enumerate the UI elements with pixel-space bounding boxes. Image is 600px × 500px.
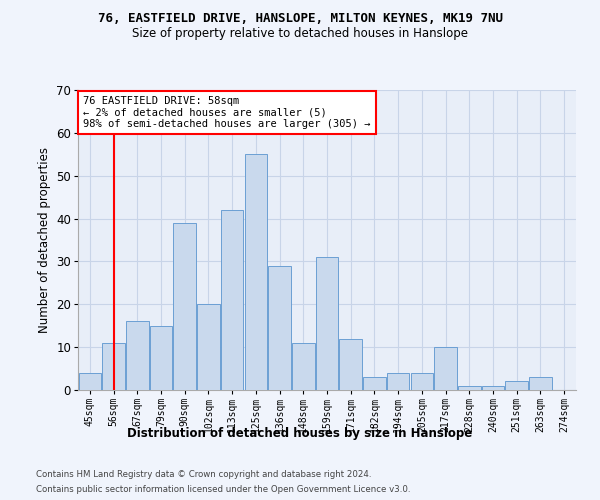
Y-axis label: Number of detached properties: Number of detached properties xyxy=(38,147,50,333)
Bar xyxy=(245,154,267,390)
Bar xyxy=(410,373,433,390)
Bar xyxy=(221,210,244,390)
Bar xyxy=(268,266,291,390)
Text: Contains public sector information licensed under the Open Government Licence v3: Contains public sector information licen… xyxy=(36,485,410,494)
Bar xyxy=(316,257,338,390)
Text: 76 EASTFIELD DRIVE: 58sqm
← 2% of detached houses are smaller (5)
98% of semi-de: 76 EASTFIELD DRIVE: 58sqm ← 2% of detach… xyxy=(83,96,370,129)
Bar xyxy=(387,373,409,390)
Bar xyxy=(150,326,172,390)
Text: Contains HM Land Registry data © Crown copyright and database right 2024.: Contains HM Land Registry data © Crown c… xyxy=(36,470,371,479)
Bar xyxy=(505,382,528,390)
Bar xyxy=(126,322,149,390)
Bar xyxy=(103,343,125,390)
Bar xyxy=(79,373,101,390)
Text: Distribution of detached houses by size in Hanslope: Distribution of detached houses by size … xyxy=(127,428,473,440)
Text: 76, EASTFIELD DRIVE, HANSLOPE, MILTON KEYNES, MK19 7NU: 76, EASTFIELD DRIVE, HANSLOPE, MILTON KE… xyxy=(97,12,503,26)
Bar xyxy=(292,343,314,390)
Bar xyxy=(197,304,220,390)
Bar xyxy=(434,347,457,390)
Bar xyxy=(482,386,504,390)
Bar xyxy=(458,386,481,390)
Bar xyxy=(340,338,362,390)
Bar xyxy=(173,223,196,390)
Text: Size of property relative to detached houses in Hanslope: Size of property relative to detached ho… xyxy=(132,28,468,40)
Bar xyxy=(529,377,551,390)
Bar xyxy=(363,377,386,390)
